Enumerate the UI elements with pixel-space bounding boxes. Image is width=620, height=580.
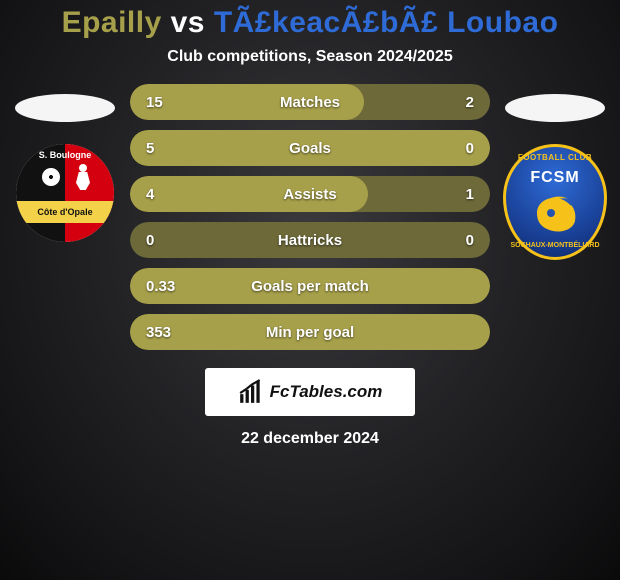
stat-value-left: 0: [130, 232, 190, 249]
right-badge-top: FOOTBALL CLUB: [506, 153, 604, 162]
stat-value-right: 1: [430, 186, 490, 203]
right-badge-bottom: SOCHAUX-MONTBÉLIARD: [506, 242, 604, 249]
subtitle: Club competitions, Season 2024/2025: [167, 48, 452, 66]
stat-value-left: 0.33: [130, 278, 190, 295]
lion-icon: [527, 191, 583, 235]
stat-row: 353Min per goal: [130, 314, 490, 350]
stat-label: Matches: [190, 94, 430, 111]
stat-value-left: 353: [130, 324, 190, 341]
right-side: FOOTBALL CLUB FCSM SOCHAUX-MONTBÉLIARD: [504, 94, 606, 260]
stat-label: Hattricks: [190, 232, 430, 249]
right-team-badge: FOOTBALL CLUB FCSM SOCHAUX-MONTBÉLIARD: [503, 144, 607, 260]
stat-label: Goals: [190, 140, 430, 157]
title-right: TÃ£keacÃ£bÃ£ Loubao: [214, 6, 559, 39]
title-vs: vs: [162, 6, 214, 39]
player-icon: [74, 164, 92, 194]
stat-value-left: 15: [130, 94, 190, 111]
date-text: 22 december 2024: [241, 430, 379, 448]
right-badge-abbrev: FCSM: [506, 169, 604, 187]
stat-value-left: 5: [130, 140, 190, 157]
stat-label: Min per goal: [190, 324, 430, 341]
stat-label: Goals per match: [190, 278, 430, 295]
stat-row: 4Assists1: [130, 176, 490, 212]
left-team-badge: S. Boulogne Côte d'Opale: [16, 144, 114, 242]
title-left: Epailly: [62, 6, 162, 39]
brand-text: FcTables.com: [270, 382, 383, 402]
left-badge-band: Côte d'Opale: [16, 201, 114, 223]
left-badge-top: S. Boulogne: [16, 150, 114, 160]
left-side: S. Boulogne Côte d'Opale: [14, 94, 116, 242]
stat-value-right: 0: [430, 140, 490, 157]
stat-value-right: 2: [430, 94, 490, 111]
stat-value-left: 4: [130, 186, 190, 203]
page-title: Epailly vs TÃ£keacÃ£bÃ£ Loubao: [62, 6, 559, 40]
soccer-ball-icon: [42, 168, 60, 186]
stat-value-right: 0: [430, 232, 490, 249]
stat-row: 0.33Goals per match: [130, 268, 490, 304]
stat-row: 5Goals0: [130, 130, 490, 166]
stat-row: 15Matches2: [130, 84, 490, 120]
brand-box[interactable]: FcTables.com: [205, 368, 415, 416]
stat-label: Assists: [190, 186, 430, 203]
right-flag: [505, 94, 605, 122]
left-flag: [15, 94, 115, 122]
chart-icon: [238, 379, 264, 405]
stat-row: 0Hattricks0: [130, 222, 490, 258]
stats-list: 15Matches25Goals04Assists10Hattricks00.3…: [130, 84, 490, 350]
